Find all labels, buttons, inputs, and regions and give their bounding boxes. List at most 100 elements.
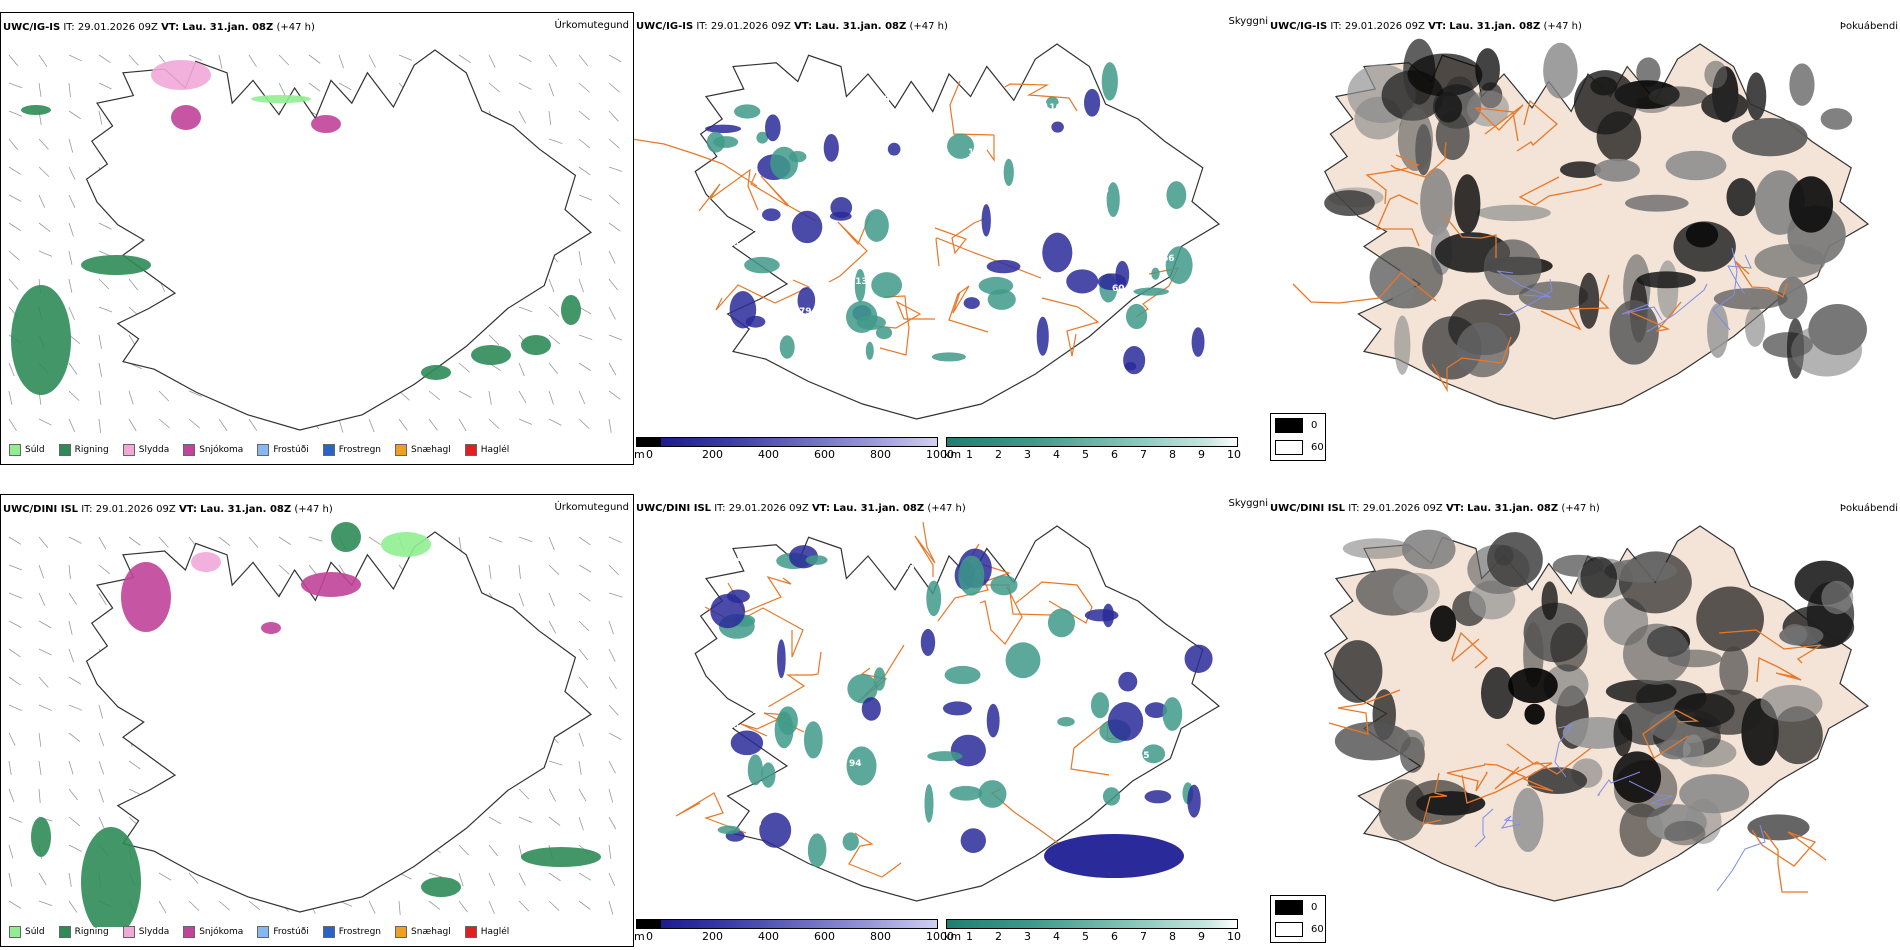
wind-barb bbox=[428, 390, 441, 401]
visibility-area bbox=[1042, 232, 1073, 273]
wind-barb bbox=[548, 760, 563, 766]
fog-panel-title: Þokuábendi bbox=[1839, 21, 1898, 32]
legend-label: Snjókoma bbox=[199, 445, 244, 455]
legend-swatch bbox=[9, 926, 21, 938]
header-lead: (+47 h) bbox=[1561, 503, 1600, 514]
wind-barb bbox=[608, 788, 614, 803]
precip-legend-item: Frostregn bbox=[322, 444, 381, 456]
ceiling-value-label: 101 bbox=[1018, 118, 1037, 128]
visibility-area bbox=[931, 352, 966, 362]
fog-legend-item: 60 bbox=[1275, 440, 1324, 455]
fog-area bbox=[1696, 586, 1764, 652]
road-line bbox=[863, 300, 935, 329]
wind-barb bbox=[188, 54, 203, 61]
wind-barb bbox=[68, 110, 81, 120]
wind-barb bbox=[608, 648, 616, 662]
wind-barb bbox=[68, 362, 78, 375]
visibility-area bbox=[987, 289, 1016, 310]
fog-area bbox=[1625, 194, 1689, 212]
fog-area bbox=[1636, 57, 1661, 87]
visibility-scale-tick: 8 bbox=[1169, 448, 1176, 461]
road-line bbox=[948, 285, 989, 333]
visibility-scale-tick: 3 bbox=[1024, 930, 1031, 943]
legend-label: Rigning bbox=[74, 445, 109, 455]
wind-barb bbox=[368, 536, 381, 545]
wind-barb bbox=[188, 390, 203, 397]
wind-barb bbox=[518, 418, 533, 425]
visibility-area bbox=[1165, 246, 1193, 285]
wind-barb bbox=[68, 250, 73, 265]
fog-area bbox=[1648, 86, 1708, 107]
fog-area bbox=[1613, 713, 1633, 757]
wind-barb bbox=[38, 166, 50, 178]
road-line bbox=[767, 651, 822, 708]
precip-area bbox=[191, 552, 221, 572]
wind-barb bbox=[308, 54, 321, 64]
ceiling-value-label: 112 bbox=[774, 804, 793, 814]
visibility-area bbox=[1036, 316, 1049, 356]
height-scale-tick: 1000 bbox=[926, 930, 954, 943]
wind-barb bbox=[8, 418, 17, 432]
wind-barb bbox=[98, 306, 113, 313]
precip-area bbox=[171, 105, 201, 130]
ceiling-value-label: 55 bbox=[1137, 751, 1150, 761]
wind-barb bbox=[548, 620, 557, 634]
wind-barb bbox=[488, 82, 500, 93]
wind-barb bbox=[518, 872, 526, 886]
visibility-area bbox=[1084, 609, 1119, 622]
header-vt-value: Lau. 31.jan. 08Z bbox=[1449, 21, 1541, 32]
ceiling-value-label: 52 bbox=[1040, 698, 1053, 708]
wind-barb bbox=[68, 138, 74, 153]
height-scale-unit: m bbox=[634, 448, 645, 461]
wind-barb bbox=[8, 676, 21, 686]
fog-area bbox=[1475, 48, 1500, 92]
fog-legend-swatch bbox=[1275, 418, 1303, 433]
road-line bbox=[634, 138, 758, 187]
wind-barb bbox=[548, 592, 555, 607]
wind-barb bbox=[98, 82, 112, 90]
visibility-area bbox=[1084, 88, 1101, 117]
header-it-label: IT: bbox=[81, 504, 93, 515]
wind-barb bbox=[8, 816, 23, 823]
wind-barb bbox=[608, 816, 617, 830]
precip-area bbox=[521, 847, 601, 867]
visibility-area bbox=[1046, 96, 1059, 109]
wind-barb bbox=[608, 306, 616, 320]
wind-barb bbox=[518, 362, 525, 377]
fog-area bbox=[1476, 204, 1551, 222]
wind-barb bbox=[68, 620, 73, 635]
header-model: UWC/IG-IS bbox=[3, 22, 61, 33]
road-line bbox=[740, 712, 805, 737]
wind-barb bbox=[8, 844, 14, 859]
wind-barb bbox=[98, 592, 107, 606]
fog-legend: 0 60 bbox=[1270, 895, 1326, 943]
precip-legend-item: Rigning bbox=[58, 926, 109, 938]
wind-barb bbox=[158, 900, 167, 914]
wind-barb bbox=[368, 418, 375, 433]
precip-legend-item: Snjókoma bbox=[183, 444, 243, 456]
visibility-area bbox=[846, 301, 878, 333]
wind-barb bbox=[578, 278, 584, 293]
wind-barb bbox=[68, 194, 76, 208]
wind-barb bbox=[98, 390, 102, 405]
fog-area bbox=[1609, 300, 1659, 365]
wind-barb bbox=[518, 306, 533, 313]
legend-swatch bbox=[464, 444, 477, 456]
ceiling-value-label: 69 bbox=[943, 645, 956, 655]
wind-barb bbox=[488, 418, 500, 429]
header-model: UWC/IG-IS bbox=[1270, 21, 1328, 32]
wind-barb bbox=[518, 536, 533, 542]
visibility-area bbox=[706, 131, 725, 153]
wind-barb bbox=[278, 54, 290, 66]
fog-legend: 0 60 bbox=[1270, 413, 1326, 461]
wind-barb bbox=[98, 418, 102, 433]
visibility-area bbox=[861, 697, 881, 721]
ceiling-value-label: 53 bbox=[824, 292, 837, 302]
fog-area bbox=[1782, 623, 1808, 646]
ceiling-value-label: 77 bbox=[1090, 668, 1103, 678]
wind-barb bbox=[548, 788, 556, 802]
wind-barb bbox=[38, 872, 47, 886]
fog-area bbox=[1605, 679, 1677, 704]
wind-barb bbox=[458, 844, 469, 856]
iceland-outline bbox=[85, 49, 593, 431]
